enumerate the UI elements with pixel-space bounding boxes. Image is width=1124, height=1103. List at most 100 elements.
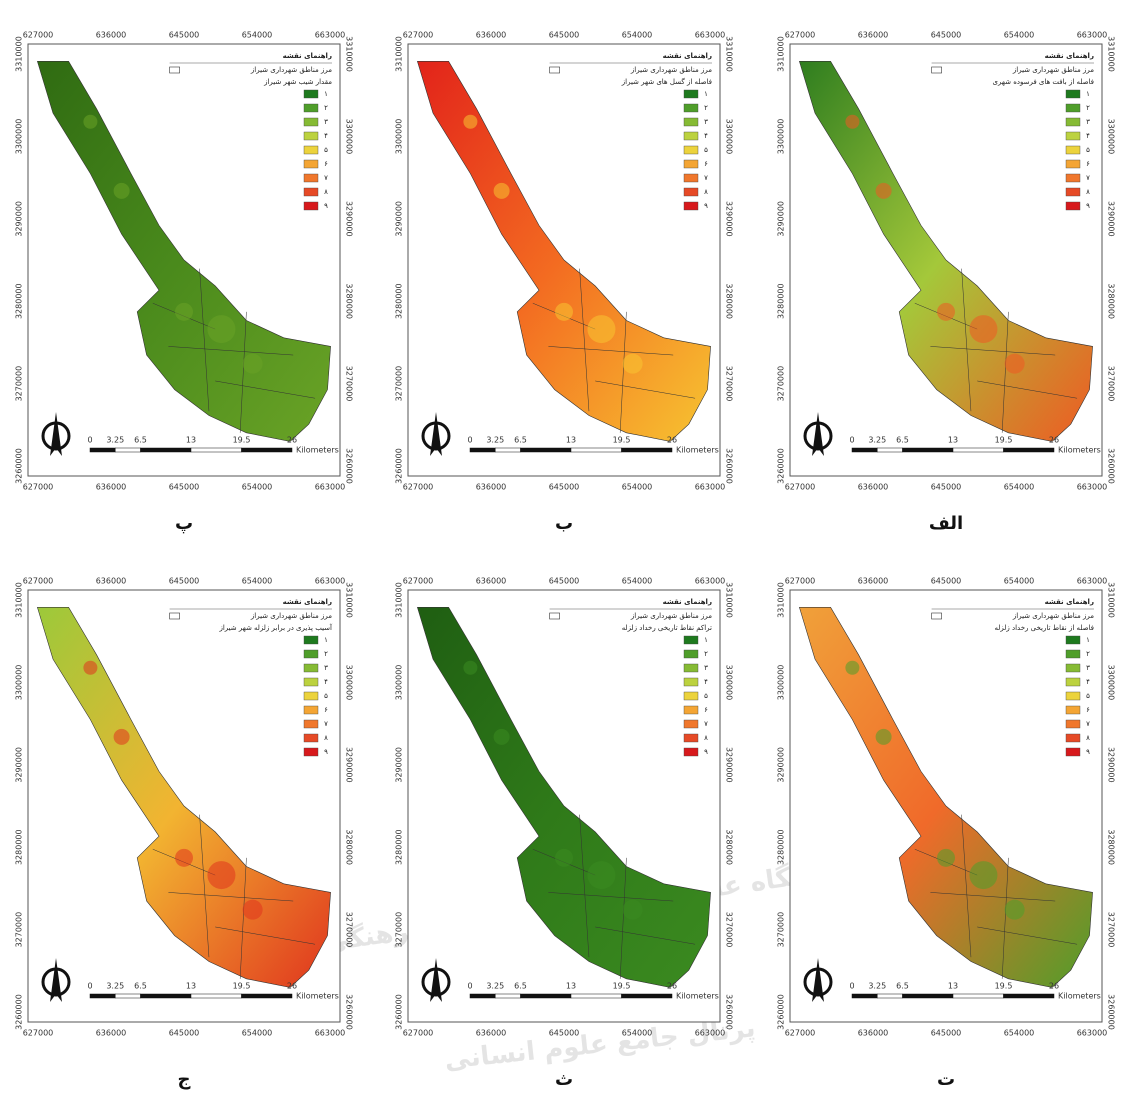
scale-bar-segment — [570, 993, 622, 999]
scale-bar-segment — [115, 447, 141, 453]
scale-bar-segment — [1003, 447, 1055, 453]
legend-swatch — [303, 89, 319, 99]
legend-swatch — [1065, 691, 1081, 701]
scale-unit: Kilometers — [676, 446, 719, 455]
hotspot — [969, 861, 998, 890]
legend-class: ۲ — [704, 104, 708, 112]
legend-swatch — [303, 103, 319, 113]
y-coord-label: 3300000 — [777, 119, 786, 155]
legend-swatch — [303, 733, 319, 743]
scale-label: 13 — [948, 436, 958, 445]
scale-bar-segment — [495, 447, 521, 453]
scale-label: 0 — [467, 982, 472, 991]
y-coord-label: 3310000 — [1107, 582, 1116, 618]
y-coord-label: 3280000 — [15, 283, 24, 319]
legend-class: ۹ — [704, 748, 708, 756]
scale-bar-segment — [851, 447, 878, 453]
x-coord-label: 663000 — [695, 577, 726, 586]
study-area — [798, 607, 1093, 988]
layer-title: فاصله از بافت های فرسوده شهری — [993, 78, 1094, 86]
x-coord-label: 636000 — [96, 31, 127, 40]
y-coord-label: 3270000 — [725, 912, 734, 948]
x-coord-label: 627000 — [23, 483, 54, 492]
district-boundary — [168, 892, 294, 902]
hotspot — [587, 315, 616, 344]
hotspot — [83, 114, 98, 129]
scale-bar-segment — [140, 447, 192, 453]
panel-label: الف — [929, 513, 963, 534]
map-panel: 627000 627000 636000 636000 645000 645000 6540… — [15, 31, 354, 535]
district-boundary — [239, 857, 247, 979]
scale-bar-segment — [495, 993, 521, 999]
scale-label: 0 — [467, 436, 472, 445]
y-coord-label: 3260000 — [395, 448, 404, 484]
hotspot — [845, 660, 860, 675]
legend-class: ۱ — [704, 90, 708, 98]
panel-label: پ — [175, 513, 193, 534]
x-coord-label: 645000 — [549, 31, 580, 40]
district-boundary — [619, 311, 627, 433]
district-boundary — [930, 346, 1056, 356]
legend-swatch — [303, 635, 319, 645]
x-coord-label: 663000 — [695, 31, 726, 40]
layer-title: فاصله از گسل های شهر شیراز — [621, 77, 712, 86]
watermark: پرتال جامع علوم انسانی — [443, 1013, 757, 1075]
scale-unit: Kilometers — [1058, 992, 1101, 1001]
scale-label: 26 — [667, 436, 677, 445]
y-coord-label: 3290000 — [345, 201, 354, 237]
x-coord-label: 645000 — [169, 483, 200, 492]
y-coord-label: 3260000 — [345, 448, 354, 484]
y-coord-label: 3290000 — [777, 201, 786, 237]
x-coord-label: 627000 — [23, 577, 54, 586]
y-coord-label: 3270000 — [345, 912, 354, 948]
boundary-label: مرز مناطق شهرداری شیراز — [250, 66, 332, 74]
scale-label: 6.5 — [514, 436, 527, 445]
legend-class: ۳ — [704, 118, 708, 126]
north-arrow — [430, 412, 442, 456]
legend-swatch — [1065, 747, 1081, 757]
y-coord-label: 3290000 — [345, 747, 354, 783]
y-coord-label: 3310000 — [725, 582, 734, 618]
legend-class: ۱ — [1086, 90, 1090, 98]
district-boundary — [1001, 857, 1009, 979]
x-coord-label: 636000 — [476, 31, 507, 40]
x-coord-label: 663000 — [315, 577, 346, 586]
legend-class: ۱ — [1086, 636, 1090, 644]
y-coord-label: 3290000 — [395, 747, 404, 783]
x-coord-label: 654000 — [622, 483, 653, 492]
layer-title: تراکم نقاط تاریخی رخداد زلزله — [622, 624, 712, 632]
scale-label: 3.25 — [868, 436, 886, 445]
x-coord-label: 654000 — [622, 31, 653, 40]
scale-label: 3.25 — [868, 982, 886, 991]
scale-bar-segment — [190, 447, 242, 453]
hotspot — [587, 861, 616, 890]
legend-class: ۱ — [324, 90, 328, 98]
y-coord-label: 3280000 — [725, 829, 734, 865]
scale-bar-segment — [469, 993, 496, 999]
legend-class: ۸ — [704, 188, 708, 196]
legend-class: ۶ — [704, 706, 708, 714]
boundary-label: مرز مناطق شهرداری شیراز — [1012, 66, 1094, 74]
y-coord-label: 3300000 — [15, 119, 24, 155]
x-coord-label: 663000 — [695, 1029, 726, 1038]
map-panel: 627000 627000 636000 636000 645000 645000 6540… — [777, 577, 1116, 1091]
scale-label: 13 — [566, 982, 576, 991]
y-coord-label: 3310000 — [395, 36, 404, 72]
legend-header: راهنمای نقشه — [283, 52, 332, 60]
district-boundary — [595, 380, 696, 399]
x-coord-label: 636000 — [96, 1029, 127, 1038]
y-coord-label: 3300000 — [395, 119, 404, 155]
scale-label: 19.5 — [613, 982, 631, 991]
x-coord-label: 645000 — [931, 577, 962, 586]
legend-class: ۸ — [1086, 188, 1090, 196]
legend-header: راهنمای نقشه — [283, 598, 332, 606]
district-boundary — [579, 814, 590, 958]
scale-bar-segment — [140, 993, 192, 999]
legend-swatch — [1065, 719, 1081, 729]
legend-swatch — [1065, 131, 1081, 141]
y-coord-label: 3310000 — [15, 582, 24, 618]
x-coord-label: 636000 — [858, 483, 889, 492]
hotspot — [875, 728, 892, 745]
legend-class: ۸ — [324, 188, 328, 196]
scale-label: 26 — [1049, 982, 1059, 991]
